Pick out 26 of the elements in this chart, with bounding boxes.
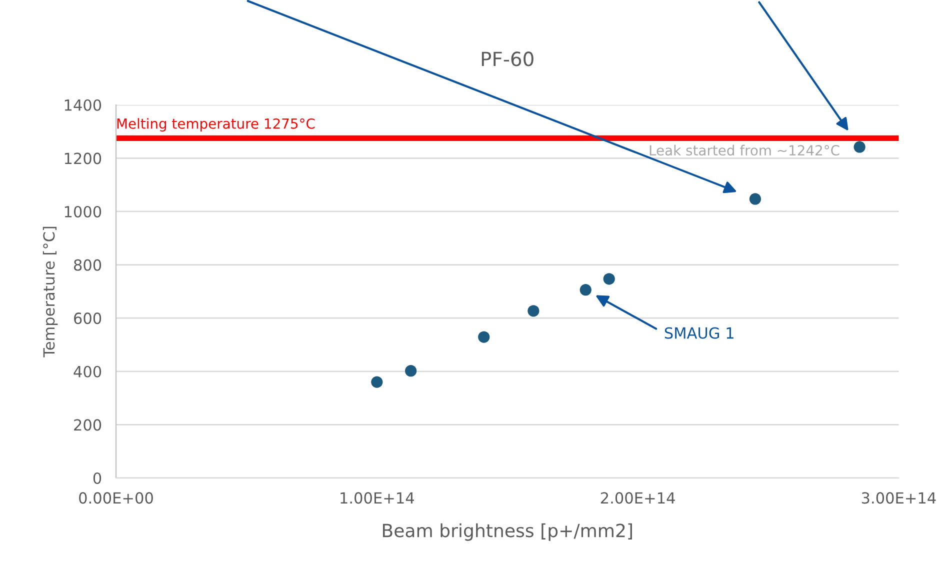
y-tick-label: 1000 bbox=[64, 206, 102, 218]
annotation: Leak started from ~1242°C bbox=[650, 144, 840, 156]
point bbox=[405, 365, 417, 377]
annotation: SMAUG 1 bbox=[664, 327, 734, 339]
x-tick-label: 2.00E+14 bbox=[600, 492, 675, 504]
y-tick-label: 1400 bbox=[64, 99, 102, 111]
point bbox=[528, 305, 540, 317]
point bbox=[854, 141, 866, 153]
point bbox=[603, 273, 615, 285]
y-tick-label: 400 bbox=[74, 366, 102, 378]
y-axis-title: Temperature [°C] bbox=[42, 226, 58, 358]
y-tick-label: 1200 bbox=[64, 152, 102, 164]
y-tick-label: 200 bbox=[74, 419, 102, 431]
point bbox=[478, 331, 490, 343]
ref-line-label: Melting temperature 1275°C bbox=[117, 118, 315, 132]
chart-title: PF-60 bbox=[482, 52, 534, 66]
point bbox=[371, 376, 383, 388]
y-tick-label: 600 bbox=[74, 312, 102, 324]
y-tick-label: 0 bbox=[93, 472, 102, 484]
x-tick-label: 0.00E+00 bbox=[79, 492, 153, 504]
point bbox=[580, 284, 592, 296]
x-tick-label: 3.00E+14 bbox=[862, 492, 936, 504]
y-tick-label: 800 bbox=[74, 259, 102, 271]
x-tick-label: 1.00E+14 bbox=[340, 492, 414, 504]
point bbox=[749, 193, 762, 205]
x-axis-title: Beam brightness [p+/mm2] bbox=[382, 523, 632, 541]
